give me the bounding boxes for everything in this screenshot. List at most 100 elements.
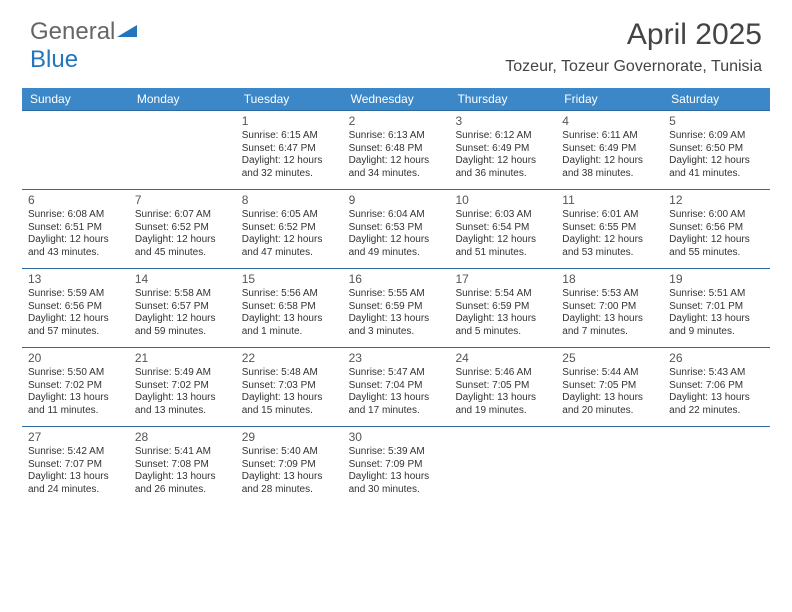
sunset-text: Sunset: 7:06 PM [669, 380, 764, 393]
day-cell: 27Sunrise: 5:42 AMSunset: 7:07 PMDayligh… [22, 427, 129, 505]
day-cell: 3Sunrise: 6:12 AMSunset: 6:49 PMDaylight… [449, 111, 556, 189]
daylight-text: and 19 minutes. [455, 405, 550, 418]
sunrise-text: Sunrise: 5:56 AM [242, 288, 337, 301]
day-number: 17 [455, 272, 550, 287]
daylight-text: and 32 minutes. [242, 168, 337, 181]
sunrise-text: Sunrise: 5:54 AM [455, 288, 550, 301]
sunrise-text: Sunrise: 6:00 AM [669, 209, 764, 222]
sunset-text: Sunset: 6:56 PM [669, 222, 764, 235]
daylight-text: Daylight: 13 hours [349, 313, 444, 326]
day-number: 10 [455, 193, 550, 208]
daylight-text: and 17 minutes. [349, 405, 444, 418]
daylight-text: Daylight: 13 hours [242, 392, 337, 405]
weekday-header: Wednesday [343, 88, 450, 110]
day-cell: 10Sunrise: 6:03 AMSunset: 6:54 PMDayligh… [449, 190, 556, 268]
daylight-text: Daylight: 13 hours [669, 392, 764, 405]
sunrise-text: Sunrise: 6:07 AM [135, 209, 230, 222]
weekday-header: Sunday [22, 88, 129, 110]
day-cell: 23Sunrise: 5:47 AMSunset: 7:04 PMDayligh… [343, 348, 450, 426]
sunset-text: Sunset: 6:58 PM [242, 301, 337, 314]
day-number: 5 [669, 114, 764, 129]
sunset-text: Sunset: 6:50 PM [669, 143, 764, 156]
daylight-text: and 1 minute. [242, 326, 337, 339]
weekday-header: Saturday [663, 88, 770, 110]
week-row: 27Sunrise: 5:42 AMSunset: 7:07 PMDayligh… [22, 426, 770, 505]
sunrise-text: Sunrise: 5:55 AM [349, 288, 444, 301]
daylight-text: Daylight: 13 hours [349, 392, 444, 405]
day-cell [449, 427, 556, 505]
sunrise-text: Sunrise: 6:01 AM [562, 209, 657, 222]
sunset-text: Sunset: 7:08 PM [135, 459, 230, 472]
daylight-text: Daylight: 13 hours [242, 313, 337, 326]
daylight-text: and 24 minutes. [28, 484, 123, 497]
day-number: 4 [562, 114, 657, 129]
sunset-text: Sunset: 7:07 PM [28, 459, 123, 472]
daylight-text: Daylight: 13 hours [562, 392, 657, 405]
daylight-text: Daylight: 13 hours [28, 392, 123, 405]
day-cell: 4Sunrise: 6:11 AMSunset: 6:49 PMDaylight… [556, 111, 663, 189]
day-number: 22 [242, 351, 337, 366]
daylight-text: Daylight: 12 hours [562, 155, 657, 168]
daylight-text: Daylight: 12 hours [562, 234, 657, 247]
location: Tozeur, Tozeur Governorate, Tunisia [505, 58, 762, 76]
week-row: 6Sunrise: 6:08 AMSunset: 6:51 PMDaylight… [22, 189, 770, 268]
day-cell: 2Sunrise: 6:13 AMSunset: 6:48 PMDaylight… [343, 111, 450, 189]
sunrise-text: Sunrise: 6:03 AM [455, 209, 550, 222]
day-cell: 15Sunrise: 5:56 AMSunset: 6:58 PMDayligh… [236, 269, 343, 347]
daylight-text: and 34 minutes. [349, 168, 444, 181]
day-number: 28 [135, 430, 230, 445]
day-cell: 30Sunrise: 5:39 AMSunset: 7:09 PMDayligh… [343, 427, 450, 505]
day-number: 8 [242, 193, 337, 208]
daylight-text: and 53 minutes. [562, 247, 657, 260]
weekday-header: Monday [129, 88, 236, 110]
daylight-text: and 47 minutes. [242, 247, 337, 260]
day-number: 30 [349, 430, 444, 445]
calendar: Sunday Monday Tuesday Wednesday Thursday… [22, 88, 770, 505]
day-cell: 13Sunrise: 5:59 AMSunset: 6:56 PMDayligh… [22, 269, 129, 347]
daylight-text: and 43 minutes. [28, 247, 123, 260]
sunrise-text: Sunrise: 5:46 AM [455, 367, 550, 380]
sunset-text: Sunset: 7:05 PM [455, 380, 550, 393]
sunrise-text: Sunrise: 5:53 AM [562, 288, 657, 301]
header: General April 2025 Tozeur, Tozeur Govern… [0, 0, 792, 82]
day-number: 21 [135, 351, 230, 366]
daylight-text: and 49 minutes. [349, 247, 444, 260]
sunrise-text: Sunrise: 5:59 AM [28, 288, 123, 301]
sunset-text: Sunset: 6:52 PM [242, 222, 337, 235]
weekday-header: Friday [556, 88, 663, 110]
logo-icon [117, 18, 139, 46]
sunrise-text: Sunrise: 5:42 AM [28, 446, 123, 459]
sunrise-text: Sunrise: 5:41 AM [135, 446, 230, 459]
day-number: 2 [349, 114, 444, 129]
sunset-text: Sunset: 6:49 PM [455, 143, 550, 156]
daylight-text: and 36 minutes. [455, 168, 550, 181]
daylight-text: Daylight: 13 hours [349, 471, 444, 484]
daylight-text: and 7 minutes. [562, 326, 657, 339]
day-cell: 19Sunrise: 5:51 AMSunset: 7:01 PMDayligh… [663, 269, 770, 347]
day-number: 29 [242, 430, 337, 445]
day-cell: 22Sunrise: 5:48 AMSunset: 7:03 PMDayligh… [236, 348, 343, 426]
day-number: 25 [562, 351, 657, 366]
daylight-text: Daylight: 13 hours [135, 392, 230, 405]
sunrise-text: Sunrise: 5:43 AM [669, 367, 764, 380]
daylight-text: Daylight: 13 hours [242, 471, 337, 484]
day-number: 15 [242, 272, 337, 287]
daylight-text: Daylight: 12 hours [135, 313, 230, 326]
logo: General [30, 18, 139, 46]
day-number: 20 [28, 351, 123, 366]
sunrise-text: Sunrise: 5:50 AM [28, 367, 123, 380]
sunset-text: Sunset: 7:02 PM [135, 380, 230, 393]
sunrise-text: Sunrise: 5:58 AM [135, 288, 230, 301]
sunset-text: Sunset: 6:52 PM [135, 222, 230, 235]
day-cell: 29Sunrise: 5:40 AMSunset: 7:09 PMDayligh… [236, 427, 343, 505]
day-cell: 28Sunrise: 5:41 AMSunset: 7:08 PMDayligh… [129, 427, 236, 505]
day-cell [663, 427, 770, 505]
daylight-text: Daylight: 13 hours [455, 392, 550, 405]
sunrise-text: Sunrise: 5:49 AM [135, 367, 230, 380]
day-cell: 5Sunrise: 6:09 AMSunset: 6:50 PMDaylight… [663, 111, 770, 189]
week-row: 20Sunrise: 5:50 AMSunset: 7:02 PMDayligh… [22, 347, 770, 426]
daylight-text: Daylight: 12 hours [669, 155, 764, 168]
sunset-text: Sunset: 6:47 PM [242, 143, 337, 156]
day-cell: 18Sunrise: 5:53 AMSunset: 7:00 PMDayligh… [556, 269, 663, 347]
day-number: 13 [28, 272, 123, 287]
